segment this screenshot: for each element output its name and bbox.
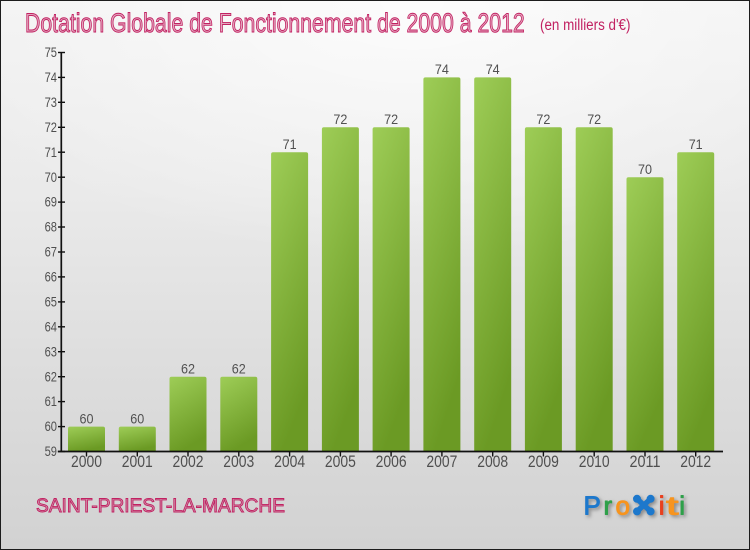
svg-text:2007: 2007 [426, 452, 457, 471]
svg-text:60: 60 [45, 418, 58, 434]
svg-text:68: 68 [45, 219, 58, 235]
svg-text:71: 71 [283, 136, 297, 152]
svg-text:2000: 2000 [71, 452, 102, 471]
svg-text:t: t [666, 491, 680, 521]
svg-text:59: 59 [45, 443, 58, 459]
svg-text:o: o [616, 491, 630, 521]
svg-text:67: 67 [45, 244, 58, 260]
svg-text:62: 62 [232, 361, 246, 377]
svg-text:61: 61 [45, 393, 58, 409]
svg-text:65: 65 [45, 294, 58, 310]
svg-text:2001: 2001 [122, 452, 153, 471]
svg-text:2004: 2004 [274, 452, 305, 471]
svg-text:2003: 2003 [223, 452, 254, 471]
svg-text:r: r [604, 491, 613, 521]
svg-text:2005: 2005 [325, 452, 356, 471]
svg-text:72: 72 [45, 119, 58, 135]
svg-text:74: 74 [486, 61, 500, 77]
svg-text:74: 74 [435, 61, 449, 77]
svg-text:2011: 2011 [630, 452, 661, 471]
svg-text:60: 60 [80, 410, 94, 426]
svg-text:2002: 2002 [173, 452, 204, 471]
svg-text:60: 60 [130, 410, 144, 426]
svg-text:66: 66 [45, 269, 58, 285]
svg-text:72: 72 [587, 111, 601, 127]
svg-text:62: 62 [181, 361, 195, 377]
svg-text:i: i [679, 491, 685, 521]
svg-text:2006: 2006 [376, 452, 407, 471]
svg-text:71: 71 [689, 136, 703, 152]
svg-text:P: P [584, 491, 601, 521]
svg-text:72: 72 [333, 111, 347, 127]
svg-text:63: 63 [45, 343, 58, 359]
svg-text:2008: 2008 [477, 452, 508, 471]
svg-text:2010: 2010 [579, 452, 610, 471]
svg-text:64: 64 [45, 318, 58, 334]
svg-text:70: 70 [45, 169, 58, 185]
svg-text:62: 62 [45, 368, 58, 384]
svg-text:i: i [659, 491, 665, 521]
svg-text:72: 72 [536, 111, 550, 127]
svg-text:75: 75 [45, 44, 58, 60]
svg-text:2012: 2012 [680, 452, 711, 471]
svg-text:69: 69 [45, 194, 58, 210]
svg-text:71: 71 [45, 144, 58, 160]
svg-text:70: 70 [638, 161, 652, 177]
svg-text:2009: 2009 [528, 452, 559, 471]
svg-text:74: 74 [45, 69, 58, 85]
svg-text:72: 72 [384, 111, 398, 127]
svg-text:73: 73 [45, 94, 58, 110]
